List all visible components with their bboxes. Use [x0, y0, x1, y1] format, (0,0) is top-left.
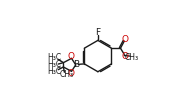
Text: H₃C: H₃C: [48, 53, 62, 62]
Text: O: O: [122, 35, 129, 44]
Text: O: O: [121, 52, 128, 61]
Text: F: F: [95, 28, 100, 37]
Text: H₃C: H₃C: [47, 60, 61, 69]
Text: CH₃: CH₃: [125, 53, 139, 62]
Text: H₃C: H₃C: [48, 67, 62, 76]
Text: CH₃: CH₃: [59, 70, 74, 79]
Text: O: O: [68, 68, 74, 77]
Text: O: O: [68, 52, 74, 61]
Text: B: B: [73, 60, 79, 69]
